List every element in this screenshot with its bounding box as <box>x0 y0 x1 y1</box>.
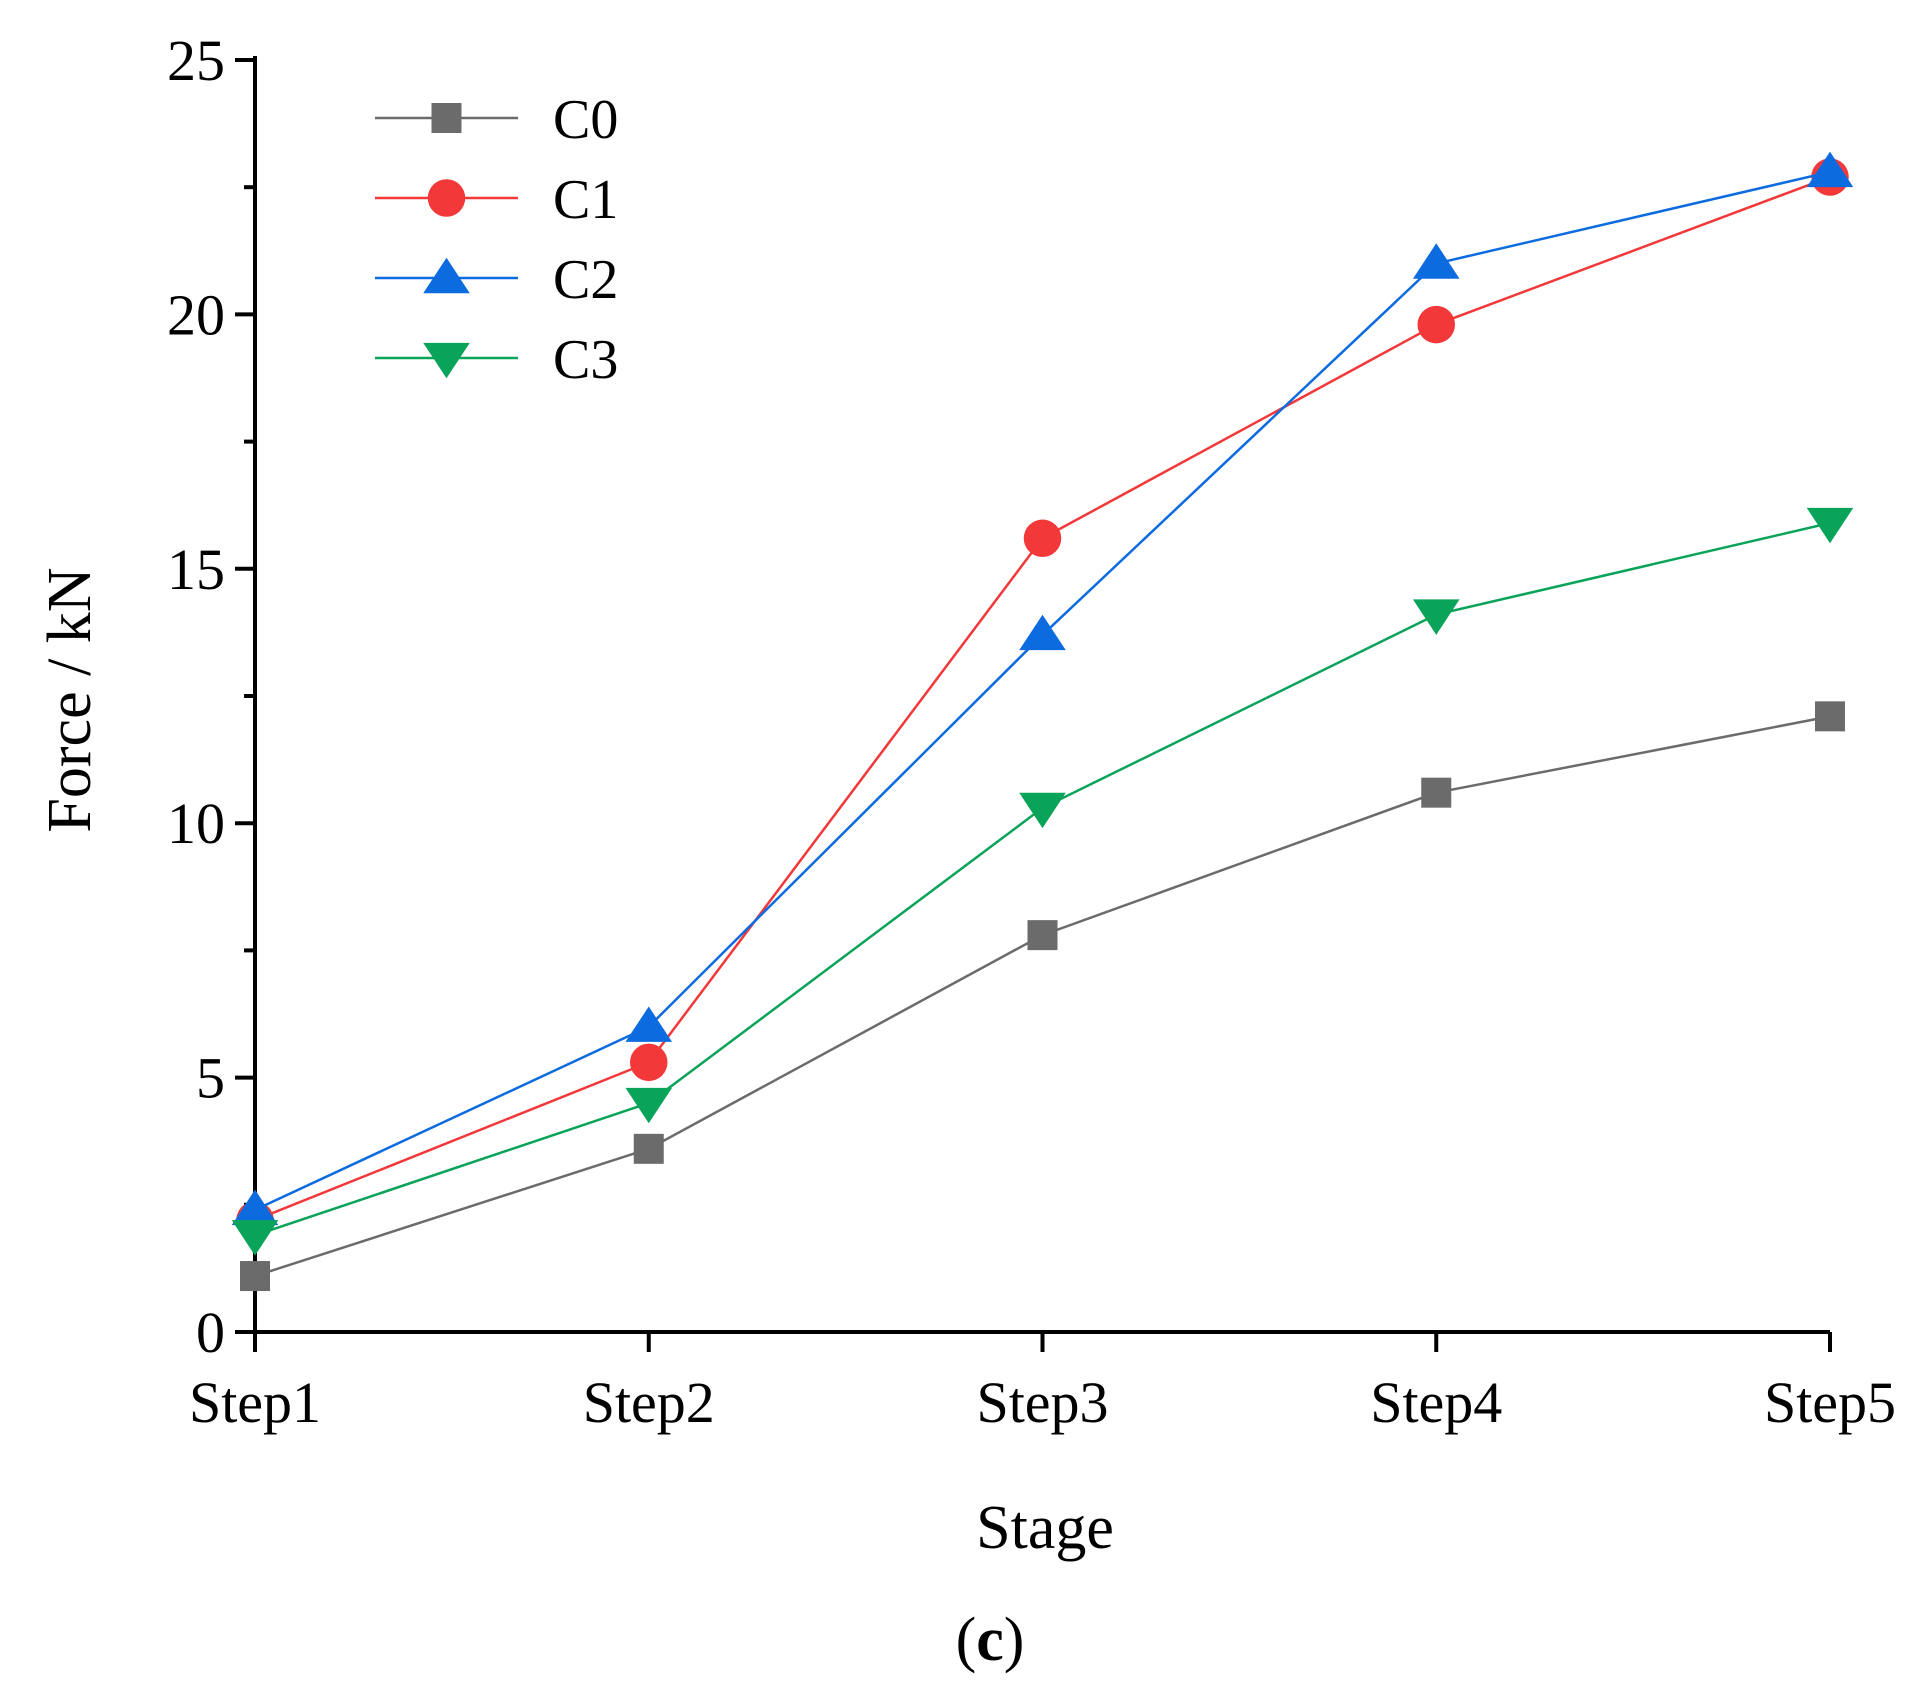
x-tick-label: Step3 <box>976 1370 1108 1435</box>
data-point-c0 <box>1027 920 1058 951</box>
data-point-c3 <box>1806 507 1854 544</box>
y-tick-label: 25 <box>167 28 225 93</box>
legend-label: C1 <box>553 169 618 231</box>
x-tick-label: Step2 <box>583 1370 715 1435</box>
data-point-c0 <box>1421 777 1452 808</box>
panel-label: (c) <box>956 1606 1025 1674</box>
legend-item-c3: C3 <box>375 329 618 391</box>
data-point-c0 <box>1815 701 1845 732</box>
y-tick-label: 20 <box>167 282 225 347</box>
legend-marker <box>423 342 470 379</box>
y-tick-label: 10 <box>167 791 225 856</box>
data-point-c2 <box>625 1006 673 1042</box>
panel-label-letter: c <box>976 1606 1004 1674</box>
y-tick-label: 5 <box>196 1046 225 1111</box>
series-c0 <box>240 701 1845 1292</box>
data-point-c1 <box>1023 519 1062 558</box>
x-tick-label: Step5 <box>1764 1370 1896 1435</box>
x-tick-label: Step4 <box>1370 1370 1502 1435</box>
x-tick-label: Step1 <box>189 1370 321 1435</box>
data-point-c0 <box>633 1133 664 1164</box>
x-axis-title: Stage <box>976 1494 1114 1562</box>
panel-label-open: ( <box>956 1606 977 1674</box>
data-point-c0 <box>240 1261 270 1292</box>
series-line-c1 <box>254 175 1831 1222</box>
legend-label: C2 <box>553 249 618 311</box>
panel-label-close: ) <box>1004 1606 1025 1674</box>
series-layer <box>231 151 1854 1292</box>
data-point-c1 <box>630 1043 668 1082</box>
data-point-c3 <box>231 1220 279 1256</box>
legend-marker <box>423 257 470 294</box>
legend: C0 C1 C2 C3 <box>375 89 618 391</box>
legend-item-c0: C0 <box>375 89 618 151</box>
legend-label: C3 <box>553 329 618 391</box>
data-point-c3 <box>625 1087 673 1124</box>
legend-item-c1: C1 <box>375 169 618 231</box>
legend-item-c2: C2 <box>375 249 618 311</box>
legend-label: C0 <box>553 89 618 151</box>
y-tick-label: 15 <box>167 537 225 602</box>
series-c1 <box>236 158 1849 1239</box>
data-point-c2 <box>1019 614 1066 651</box>
series-c2 <box>231 151 1854 1226</box>
series-line-c2 <box>254 170 1831 1212</box>
data-point-c2 <box>1412 243 1460 279</box>
data-point-c2 <box>1806 151 1854 188</box>
y-axis-title: Force / kN <box>36 567 104 832</box>
axes: 0 5 10 15 20 25 Step1 Step2 Step3 Step4 Step5 <box>167 28 1896 1435</box>
legend-marker <box>431 103 462 133</box>
legend-marker <box>427 179 466 217</box>
y-tick-label: 0 <box>196 1300 225 1365</box>
data-point-c3 <box>1019 792 1066 829</box>
data-point-c3 <box>1412 599 1460 635</box>
data-point-c1 <box>1417 305 1455 344</box>
data-point-c2 <box>231 1189 279 1226</box>
series-c3 <box>231 507 1854 1256</box>
